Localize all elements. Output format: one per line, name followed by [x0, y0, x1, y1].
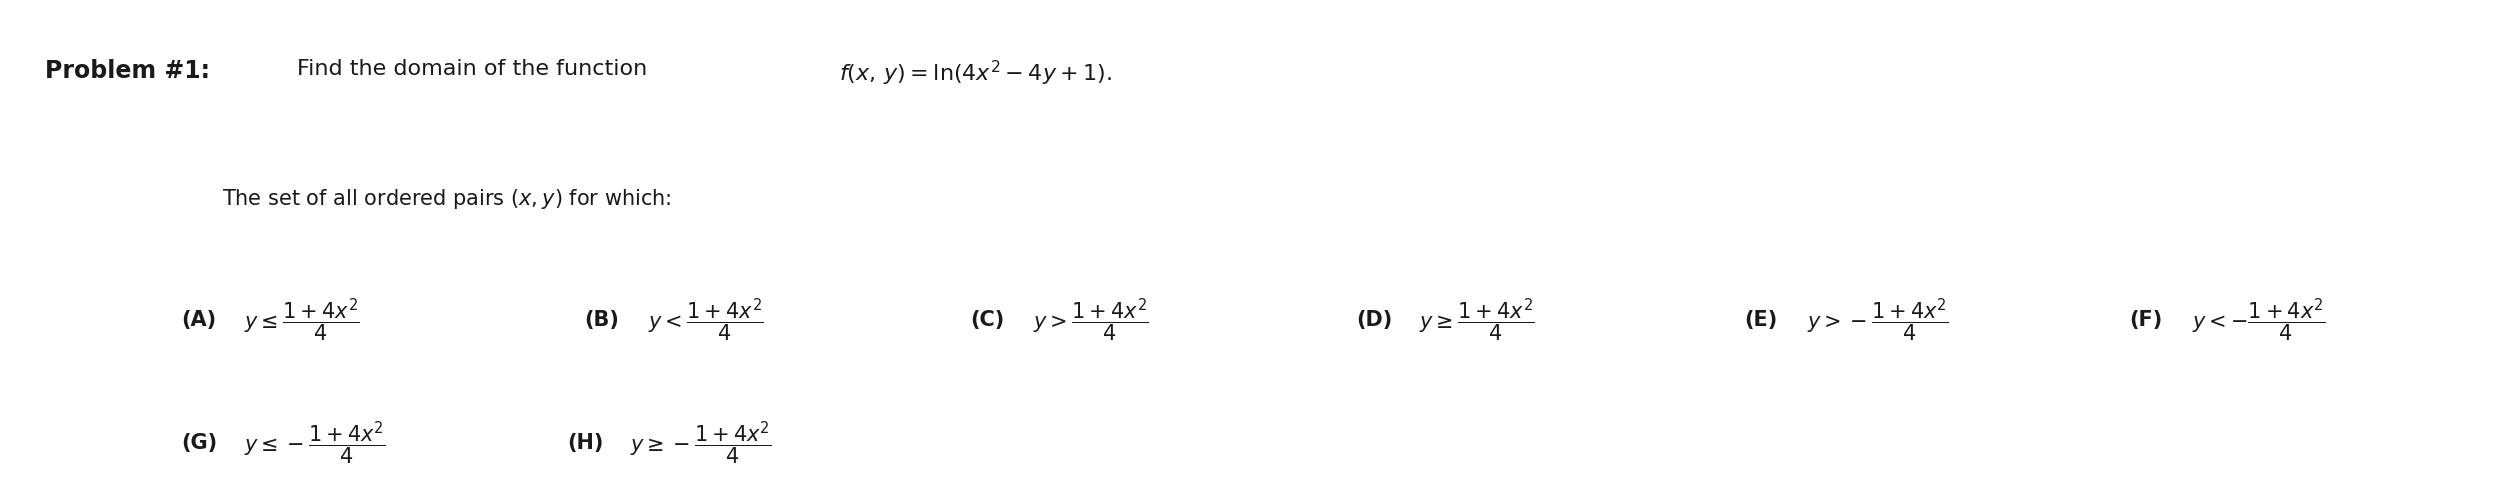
Text: (D): (D): [1356, 310, 1391, 330]
Text: $y \leq -\dfrac{1+4x^2}{4}$: $y \leq -\dfrac{1+4x^2}{4}$: [244, 419, 386, 466]
Text: Problem #1:: Problem #1:: [45, 59, 209, 83]
Text: $y > \dfrac{1+4x^2}{4}$: $y > \dfrac{1+4x^2}{4}$: [1033, 296, 1149, 343]
Text: (F): (F): [2129, 310, 2162, 330]
Text: $y < \dfrac{1+4x^2}{4}$: $y < \dfrac{1+4x^2}{4}$: [648, 296, 764, 343]
Text: (E): (E): [1744, 310, 1777, 330]
Text: (A): (A): [181, 310, 217, 330]
Text: The set of all ordered pairs $(x, y)$ for which:: The set of all ordered pairs $(x, y)$ fo…: [222, 187, 670, 211]
Text: (H): (H): [567, 433, 602, 453]
Text: $y \leq \dfrac{1+4x^2}{4}$: $y \leq \dfrac{1+4x^2}{4}$: [244, 296, 360, 343]
Text: $y < -\dfrac{1+4x^2}{4}$: $y < -\dfrac{1+4x^2}{4}$: [2192, 296, 2326, 343]
Text: $y \geq \dfrac{1+4x^2}{4}$: $y \geq \dfrac{1+4x^2}{4}$: [1419, 296, 1535, 343]
Text: Find the domain of the function: Find the domain of the function: [297, 59, 655, 79]
Text: (G): (G): [181, 433, 217, 453]
Text: $f(x,\, y) = \ln(4x^2 - 4y + 1)$.: $f(x,\, y) = \ln(4x^2 - 4y + 1)$.: [839, 59, 1111, 88]
Text: $y \geq -\dfrac{1+4x^2}{4}$: $y \geq -\dfrac{1+4x^2}{4}$: [630, 419, 771, 466]
Text: (C): (C): [970, 310, 1005, 330]
Text: $y > -\dfrac{1+4x^2}{4}$: $y > -\dfrac{1+4x^2}{4}$: [1807, 296, 1948, 343]
Text: (B): (B): [585, 310, 620, 330]
